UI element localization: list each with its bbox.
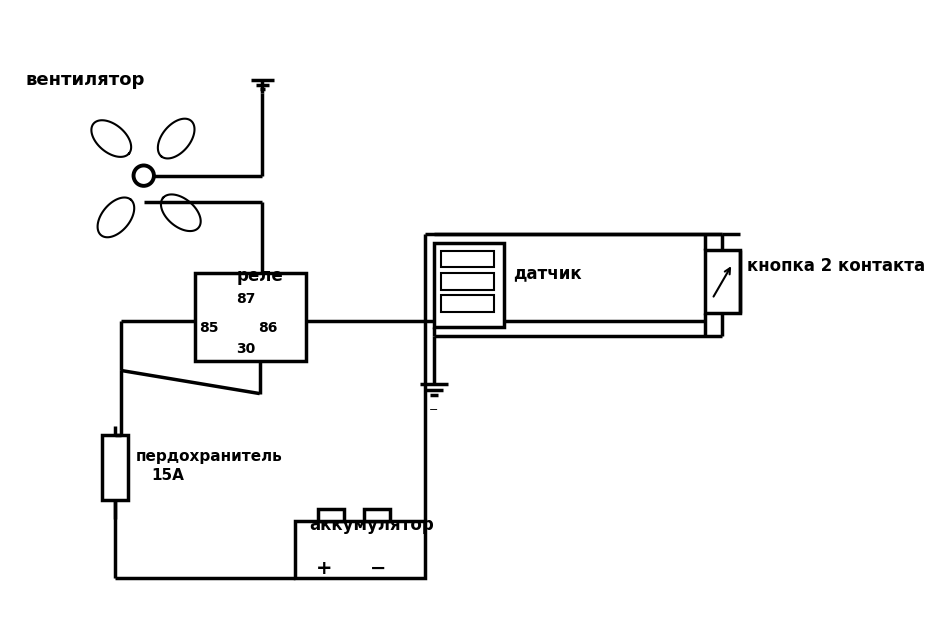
Text: аккумулятор: аккумулятор (309, 516, 433, 534)
Text: кнопка 2 контакта: кнопка 2 контакта (747, 257, 924, 275)
Bar (441, 251, 494, 267)
Text: 85: 85 (199, 321, 219, 335)
Text: вентилятор: вентилятор (25, 71, 145, 89)
Bar (441, 273, 494, 290)
Bar (441, 295, 494, 312)
Text: пердохранитель: пердохранитель (135, 449, 282, 464)
Text: 15А: 15А (151, 468, 184, 483)
Bar (194, 273, 306, 361)
Bar (433, 244, 503, 327)
Text: 30: 30 (236, 341, 256, 356)
Circle shape (133, 166, 154, 186)
Text: реле: реле (236, 267, 283, 285)
Bar (364, 510, 390, 521)
Text: 87: 87 (236, 292, 256, 305)
Text: датчик: датчик (513, 264, 581, 282)
Text: −: − (370, 559, 386, 578)
Bar (295, 521, 424, 578)
Bar (704, 250, 739, 313)
Text: −: − (429, 405, 438, 415)
Text: 86: 86 (258, 321, 277, 335)
Bar (102, 435, 127, 500)
Bar (318, 510, 344, 521)
Text: +: + (316, 559, 332, 578)
